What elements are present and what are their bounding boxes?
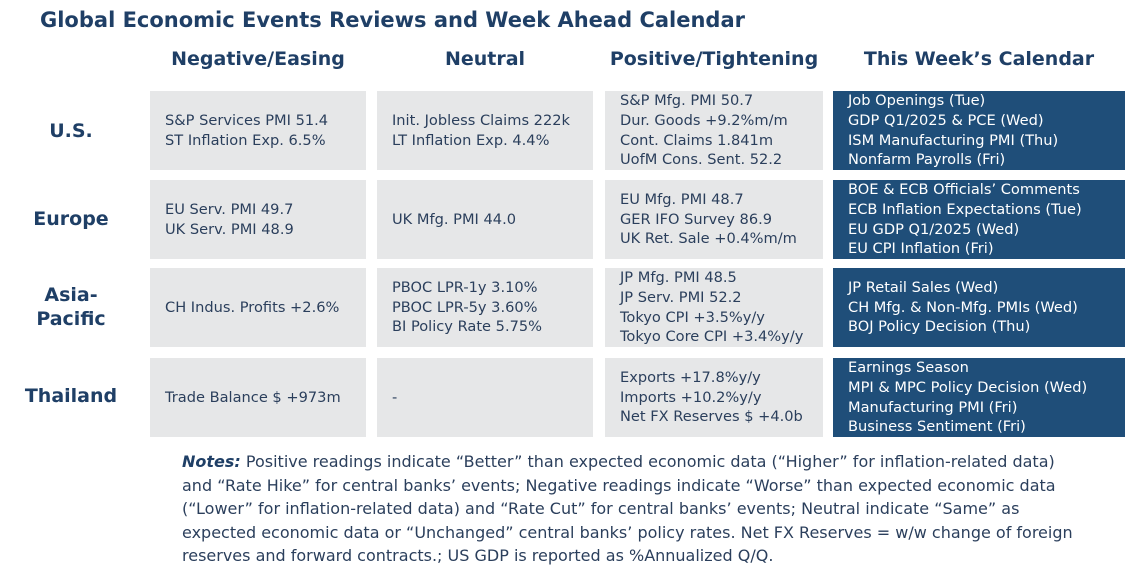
indicator-reading: LT Inflation Exp. 4.4% <box>392 131 550 149</box>
calendar-event: MPI & MPC Policy Decision (Wed) <box>848 378 1088 396</box>
cell-europe-calendar: BOE & ECB Officials’ Comments ECB Inflati… <box>833 180 1125 259</box>
calendar-event: EU CPI Inflation (Fri) <box>848 240 994 258</box>
cell-asia-pacific-negative: CH Indus. Profits +2.6% <box>150 268 366 347</box>
row-header-us: U.S. <box>49 120 93 143</box>
cell-thailand-positive: Exports +17.8%y/y Imports +10.2%y/y Net FX… <box>605 358 823 437</box>
cell-asia-pacific-positive: JP Mfg. PMI 48.5 JP Serv. PMI 52.2 Tokyo C… <box>605 268 823 347</box>
indicator-reading: UofM Cons. Sent. 52.2 <box>620 151 783 169</box>
row-header-thailand: Thailand <box>24 385 118 408</box>
indicator-reading: Trade Balance $ +973m <box>165 388 341 406</box>
row-header-asia-pacific-label: Asia- Pacific <box>36 284 106 330</box>
calendar-event: Business Sentiment (Fri) <box>848 418 1026 436</box>
indicator-reading: ST Inflation Exp. 6.5% <box>165 131 326 149</box>
indicator-reading: UK Ret. Sale +0.4%m/m <box>620 230 797 248</box>
indicator-reading: - <box>392 388 398 406</box>
page-title: Global Economic Events Reviews and Week … <box>40 8 745 32</box>
indicator-reading: GER IFO Survey 86.9 <box>620 210 773 228</box>
calendar-event: CH Mfg. & Non-Mfg. PMIs (Wed) <box>848 298 1078 316</box>
calendar-event: BOE & ECB Officials’ Comments <box>848 180 1080 198</box>
row-header-asia-pacific: Asia- Pacific <box>0 268 142 348</box>
indicator-reading: BI Policy Rate 5.75% <box>392 318 543 336</box>
calendar-event: BOJ Policy Decision (Thu) <box>848 318 1031 336</box>
indicator-reading: Imports +10.2%y/y <box>620 388 762 406</box>
indicator-reading: CH Indus. Profits +2.6% <box>165 298 340 316</box>
indicator-reading: Dur. Goods +9.2%m/m <box>620 111 788 129</box>
calendar-event: EU GDP Q1/2025 (Wed) <box>848 220 1020 238</box>
cell-thailand-negative: Trade Balance $ +973m <box>150 358 366 437</box>
indicator-reading: Exports +17.8%y/y <box>620 368 761 386</box>
cell-us-negative: S&P Services PMI 51.4 ST Inflation Exp. 6… <box>150 91 366 170</box>
notes-label: Notes: <box>182 452 241 471</box>
notes-text: Positive readings indicate “Better” than… <box>182 452 1073 565</box>
calendar-event: ISM Manufacturing PMI (Thu) <box>848 131 1059 149</box>
column-header-calendar: This Week’s Calendar <box>863 48 1095 70</box>
calendar-event: Job Openings (Tue) <box>848 91 986 109</box>
cell-europe-positive: EU Mfg. PMI 48.7 GER IFO Survey 86.9 UK Re… <box>605 180 823 259</box>
indicator-reading: EU Serv. PMI 49.7 <box>165 200 294 218</box>
cell-us-calendar: Job Openings (Tue) GDP Q1/2025 & PCE (Wed… <box>833 91 1125 170</box>
cell-asia-pacific-calendar: JP Retail Sales (Wed) CH Mfg. & Non-Mfg. … <box>833 268 1125 347</box>
column-header-positive: Positive/Tightening <box>609 48 819 70</box>
indicator-reading: JP Mfg. PMI 48.5 <box>620 268 737 286</box>
row-header-europe: Europe <box>33 208 109 231</box>
calendar-event: JP Retail Sales (Wed) <box>848 278 999 296</box>
indicator-reading: UK Mfg. PMI 44.0 <box>392 210 516 228</box>
indicator-reading: EU Mfg. PMI 48.7 <box>620 190 744 208</box>
indicator-reading: JP Serv. PMI 52.2 <box>620 288 742 306</box>
indicator-reading: UK Serv. PMI 48.9 <box>165 220 294 238</box>
calendar-event: ECB Inflation Expectations (Tue) <box>848 200 1082 218</box>
cell-europe-negative: EU Serv. PMI 49.7 UK Serv. PMI 48.9 <box>150 180 366 259</box>
cell-thailand-calendar: Earnings Season MPI & MPC Policy Decision… <box>833 358 1125 437</box>
calendar-event: Manufacturing PMI (Fri) <box>848 398 1018 416</box>
calendar-event: GDP Q1/2025 & PCE (Wed) <box>848 111 1044 129</box>
indicator-reading: PBOC LPR-5y 3.60% <box>392 298 538 316</box>
indicator-reading: Tokyo Core CPI +3.4%y/y <box>620 328 804 346</box>
indicator-reading: Init. Jobless Claims 222k <box>392 111 570 129</box>
calendar-event: Nonfarm Payrolls (Fri) <box>848 151 1006 169</box>
cell-us-neutral: Init. Jobless Claims 222k LT Inflation Ex… <box>377 91 593 170</box>
notes-section: Notes: Positive readings indicate “Bette… <box>182 450 1082 568</box>
cell-thailand-neutral: - <box>377 358 593 437</box>
indicator-reading: Tokyo CPI +3.5%y/y <box>620 308 765 326</box>
column-header-negative: Negative/Easing <box>171 48 345 70</box>
cell-asia-pacific-neutral: PBOC LPR-1y 3.10% PBOC LPR-5y 3.60% BI Pol… <box>377 268 593 347</box>
calendar-event: Earnings Season <box>848 358 969 376</box>
indicator-reading: S&P Mfg. PMI 50.7 <box>620 91 754 109</box>
column-header-neutral: Neutral <box>444 48 526 70</box>
indicator-reading: Cont. Claims 1.841m <box>620 131 774 149</box>
cell-us-positive: S&P Mfg. PMI 50.7 Dur. Goods +9.2%m/m Cont… <box>605 91 823 170</box>
indicator-reading: S&P Services PMI 51.4 <box>165 111 329 129</box>
indicator-reading: PBOC LPR-1y 3.10% <box>392 278 538 296</box>
cell-europe-neutral: UK Mfg. PMI 44.0 <box>377 180 593 259</box>
indicator-reading: Net FX Reserves $ +4.0b <box>620 408 803 426</box>
